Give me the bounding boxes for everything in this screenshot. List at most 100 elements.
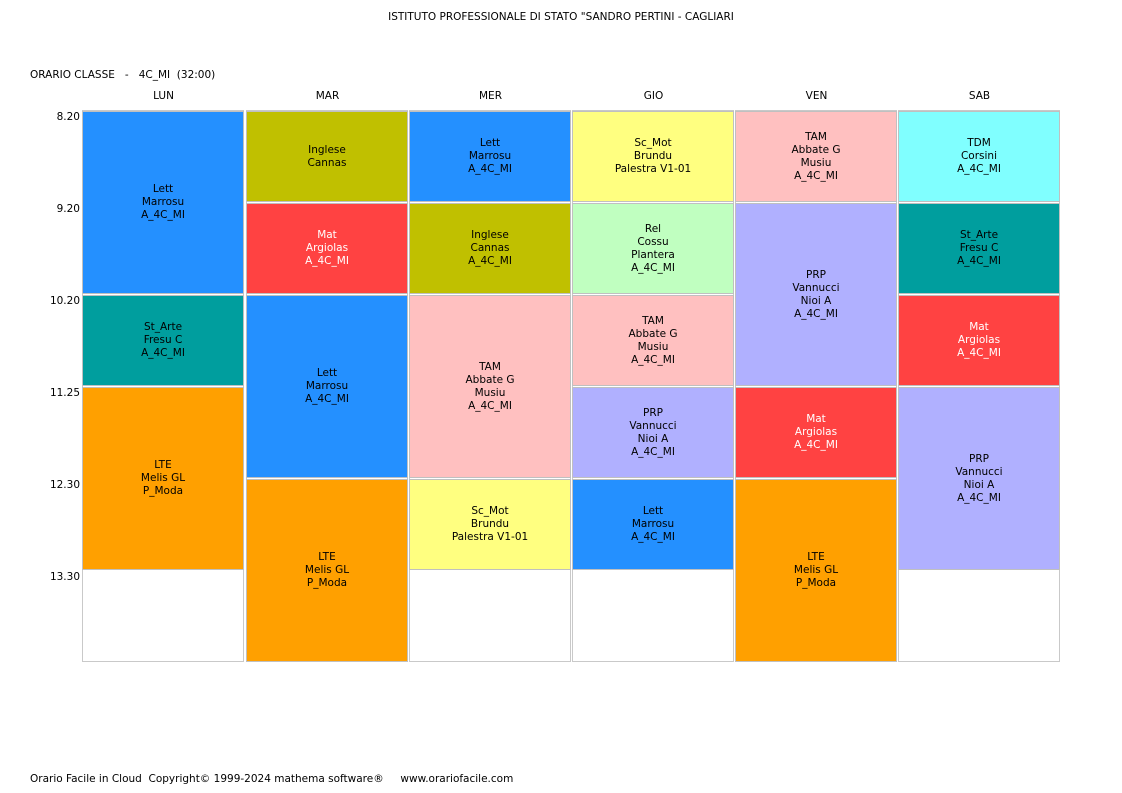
time-label: 10.20 (49, 295, 80, 307)
lesson-subject: PRP (969, 452, 989, 465)
lesson-detail: A_4C_MI (631, 445, 675, 458)
day-header-mer: MER (479, 90, 502, 102)
lesson-cell[interactable]: Inglese Cannas (246, 111, 408, 202)
lesson-subject: St_Arte (959, 229, 999, 241)
lesson-detail: Nioi A (963, 478, 995, 491)
time-label: 12.30 (49, 479, 80, 491)
lesson-detail: Marrosu (305, 380, 349, 392)
lesson-detail: A_4C_MI (468, 163, 512, 175)
lesson-detail: A_4C_MI (305, 255, 349, 267)
lesson-cell[interactable]: Lett Marrosu A_4C_MI (82, 111, 244, 294)
lesson-subject: LTE (807, 551, 825, 563)
lesson-detail: Musiu (474, 386, 506, 399)
lesson-detail: A_4C_MI (141, 347, 185, 359)
lesson-detail: Corsini (960, 150, 998, 162)
lesson-cell[interactable]: TAM Abbate G Musiu A_4C_MI (409, 295, 571, 478)
lesson-detail: A_4C_MI (141, 209, 185, 221)
school-title: ISTITUTO PROFESSIONALE DI STATO "SANDRO … (388, 11, 734, 23)
lesson-detail: A_4C_MI (305, 393, 349, 405)
lesson-subject: Mat (806, 413, 826, 425)
lesson-detail: A_4C_MI (794, 169, 838, 182)
lesson-detail: A_4C_MI (468, 399, 512, 412)
lesson-subject: Inglese (308, 143, 346, 156)
lesson-detail: Fresu C (143, 334, 183, 346)
class-label: ORARIO CLASSE - 4C_MI (32:00) (30, 69, 216, 81)
lesson-cell[interactable]: TDM Corsini A_4C_MI (898, 111, 1060, 202)
lesson-detail: A_4C_MI (631, 261, 675, 274)
lesson-detail: A_4C_MI (957, 163, 1001, 175)
lesson-cell[interactable]: Mat Argiolas A_4C_MI (735, 387, 897, 478)
lesson-cell[interactable]: LTE Melis GL P_Moda (735, 479, 897, 662)
lesson-subject: Lett (316, 367, 338, 379)
lesson-detail: Abbate G (465, 373, 515, 386)
lesson-detail: A_4C_MI (631, 531, 675, 543)
lesson-subject: Inglese (471, 229, 509, 241)
lesson-detail: Musiu (637, 340, 669, 353)
lesson-cell[interactable]: PRP Vannucci Nioi A A_4C_MI (735, 203, 897, 386)
lesson-cell[interactable]: Lett Marrosu A_4C_MI (409, 111, 571, 202)
lesson-detail: Abbate G (628, 327, 678, 340)
time-label: 8.20 (56, 111, 80, 123)
lesson-cell[interactable]: Rel Cossu Plantera A_4C_MI (572, 203, 734, 294)
lesson-detail: Vannucci (955, 465, 1003, 478)
lesson-detail: Musiu (800, 156, 832, 169)
footer-copyright: Orario Facile in Cloud Copyright© 1999-2… (30, 773, 514, 785)
lesson-detail: Nioi A (637, 432, 669, 445)
lesson-cell[interactable]: Mat Argiolas A_4C_MI (898, 295, 1060, 386)
lesson-detail: Melis GL (140, 472, 186, 484)
day-header-mar: MAR (315, 90, 340, 102)
lesson-detail: A_4C_MI (957, 491, 1001, 504)
day-column-sab (898, 110, 1060, 662)
day-header-lun: LUN (153, 90, 174, 102)
lesson-subject: Mat (317, 229, 337, 241)
lesson-cell[interactable]: Inglese Cannas A_4C_MI (409, 203, 571, 294)
lesson-detail: Cannas (470, 242, 510, 254)
lesson-subject: PRP (643, 406, 663, 419)
lesson-subject: Mat (969, 321, 989, 333)
lesson-detail: P_Moda (142, 485, 184, 497)
lesson-cell[interactable]: PRP Vannucci Nioi A A_4C_MI (572, 387, 734, 478)
lesson-subject: Lett (642, 505, 664, 517)
lesson-subject: Sc_Mot (634, 137, 672, 149)
lesson-cell[interactable]: LTE Melis GL P_Moda (82, 387, 244, 570)
lesson-detail: Palestra V1-01 (614, 163, 692, 175)
lesson-detail: Vannucci (792, 281, 840, 294)
day-header-ven: VEN (805, 90, 828, 102)
lesson-detail: Cossu (637, 235, 669, 248)
lesson-cell[interactable]: Sc_Mot Brundu Palestra V1-01 (572, 111, 734, 202)
lesson-detail: A_4C_MI (957, 255, 1001, 267)
lesson-detail: Argiolas (957, 334, 1001, 346)
lesson-subject: LTE (154, 459, 172, 471)
lesson-cell[interactable]: Lett Marrosu A_4C_MI (572, 479, 734, 570)
lesson-cell[interactable]: Sc_Mot Brundu Palestra V1-01 (409, 479, 571, 570)
lesson-cell[interactable]: Lett Marrosu A_4C_MI (246, 295, 408, 478)
lesson-cell[interactable]: Mat Argiolas A_4C_MI (246, 203, 408, 294)
lesson-detail: A_4C_MI (794, 439, 838, 451)
lesson-detail: P_Moda (795, 577, 837, 589)
lesson-cell[interactable]: PRP Vannucci Nioi A A_4C_MI (898, 387, 1060, 570)
lesson-detail: Cannas (307, 156, 347, 169)
lesson-subject: Lett (479, 137, 501, 149)
lesson-detail: Palestra V1-01 (451, 531, 529, 543)
lesson-cell[interactable]: LTE Melis GL P_Moda (246, 479, 408, 662)
lesson-cell[interactable]: TAM Abbate G Musiu A_4C_MI (572, 295, 734, 386)
lesson-subject: TDM (967, 137, 991, 149)
lesson-detail: Brundu (470, 518, 510, 530)
lesson-detail: Melis GL (793, 564, 839, 576)
lesson-detail: A_4C_MI (957, 347, 1001, 359)
lesson-cell[interactable]: St_Arte Fresu C A_4C_MI (82, 295, 244, 386)
day-header-gio: GIO (643, 90, 664, 102)
lesson-cell[interactable]: TAM Abbate G Musiu A_4C_MI (735, 111, 897, 202)
time-label: 13.30 (49, 571, 80, 583)
lesson-subject: Rel (644, 222, 662, 235)
lesson-detail: Abbate G (791, 143, 841, 156)
lesson-subject: PRP (806, 268, 826, 281)
day-header-sab: SAB (968, 90, 991, 102)
lesson-cell[interactable]: St_Arte Fresu C A_4C_MI (898, 203, 1060, 294)
lesson-subject: TAM (479, 360, 501, 373)
lesson-detail: A_4C_MI (794, 307, 838, 320)
lesson-detail: Brundu (633, 150, 673, 162)
lesson-detail: Nioi A (800, 294, 832, 307)
lesson-detail: Melis GL (304, 564, 350, 576)
lesson-detail: A_4C_MI (468, 255, 512, 267)
